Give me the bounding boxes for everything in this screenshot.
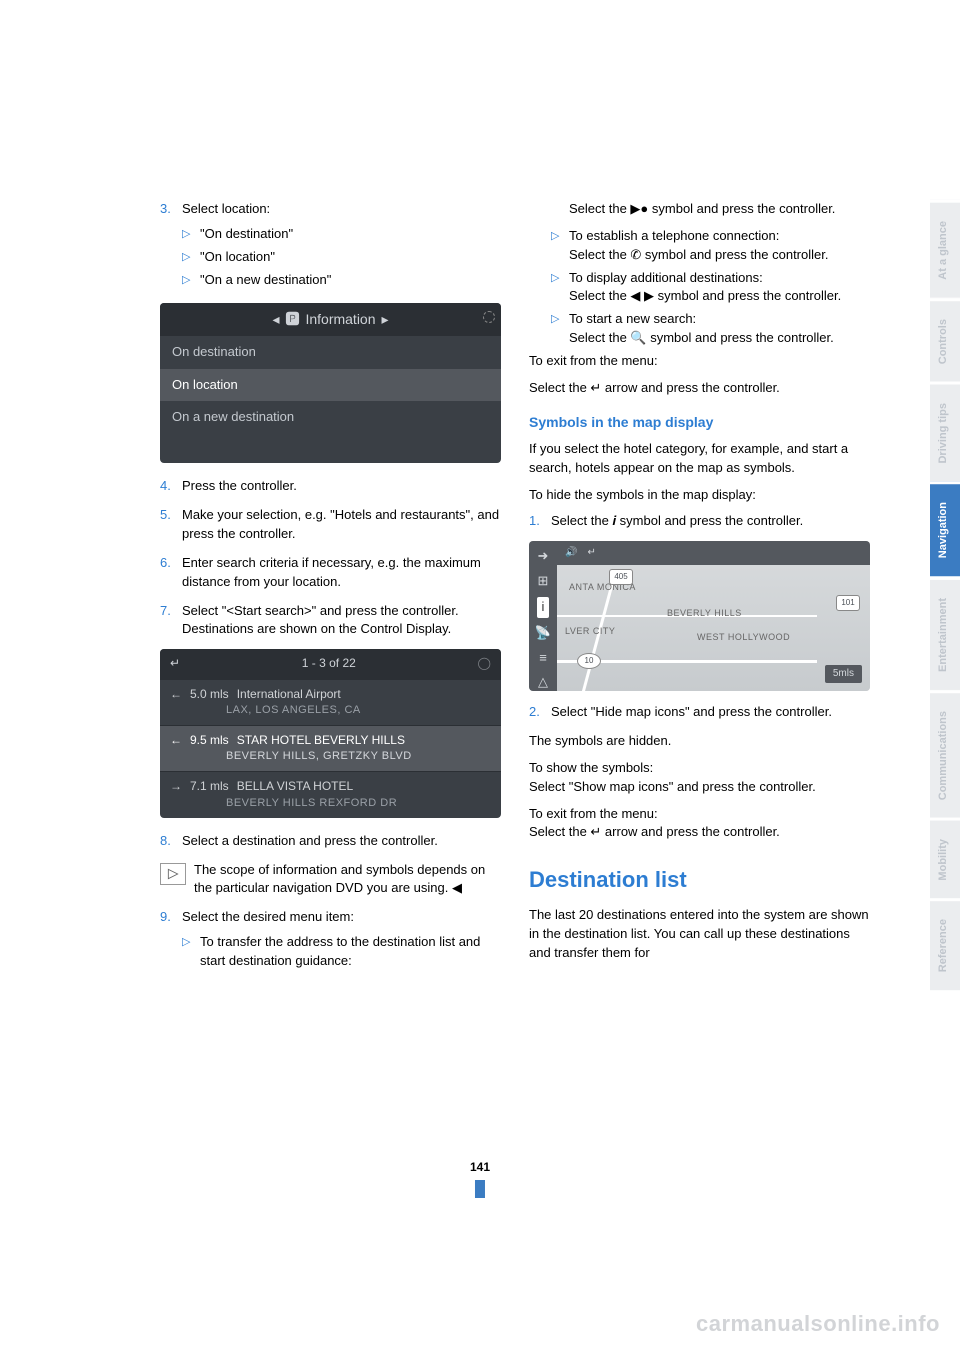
numbered-steps-right: 1.Select the 𝒊 symbol and press the cont… <box>529 512 870 531</box>
info-header: ◂ 🅿 Information ▸ <box>160 303 501 335</box>
info-note: The scope of information and symbols dep… <box>160 861 501 899</box>
info-row-highlighted: On location <box>160 369 501 402</box>
info-row: On destination <box>160 336 501 369</box>
screenshot-information-menu: ◂ 🅿 Information ▸ On destination On loca… <box>160 303 501 463</box>
right-column: Select the ▶● symbol and press the contr… <box>529 200 870 985</box>
tab-entertainment[interactable]: Entertainment <box>930 577 960 690</box>
sound-icon: 🔊 <box>565 546 577 561</box>
map-scale: 5mls <box>825 665 862 684</box>
list-item-highlighted: ←9.5 mlsSTAR HOTEL BEVERLY HILLS BEVERLY… <box>160 725 501 771</box>
numbered-steps-cont2: 8.Select a destination and press the con… <box>160 832 501 851</box>
map-toolbar: ➜ ⊞ i 📡 ≡ △ <box>529 541 557 691</box>
info-title: Information <box>305 309 375 329</box>
map-canvas: ANTA MONICA BEVERLY HILLS WEST HOLLYWOOD… <box>557 565 870 691</box>
end-marker-icon: ◀ <box>452 880 462 895</box>
compass-icon: ◯ <box>478 655 491 672</box>
list-header: ↵ 1 - 3 of 22 ◯ <box>160 649 501 678</box>
triangle-bullet: ▷ <box>182 225 200 244</box>
info-row: On a new destination <box>160 401 501 434</box>
map-topbar: 🔊 ↵ <box>557 541 870 565</box>
triangle-bullet: ▷ <box>182 248 200 267</box>
bullet-list: ▷To establish a telephone connection:Sel… <box>529 227 870 348</box>
tab-navigation[interactable]: Navigation <box>930 481 960 576</box>
step-number: 3. <box>160 200 182 293</box>
watermark: carmanualsonline.info <box>696 1308 940 1340</box>
info-icon: i <box>537 597 550 618</box>
step-3: 3. Select location: ▷"On destination" ▷"… <box>160 200 501 293</box>
back-icon: ↵ <box>587 546 595 561</box>
back-icon: ↵ <box>170 655 180 672</box>
subheading-symbols: Symbols in the map display <box>529 412 870 432</box>
zoom-icon: ⊞ <box>538 572 549 591</box>
numbered-steps-right-2: 2.Select "Hide map icons" and press the … <box>529 703 870 722</box>
tab-driving-tips[interactable]: Driving tips <box>930 382 960 482</box>
triangle-bullet: ▷ <box>182 933 200 971</box>
layers-icon: ≡ <box>539 649 547 668</box>
info-p-icon: 🅿 <box>285 309 299 329</box>
list-count: 1 - 3 of 22 <box>302 655 356 672</box>
list-item: →7.1 mlsBELLA VISTA HOTEL BEVERLY HILLS … <box>160 771 501 817</box>
section-heading-destination-list: Destination list <box>529 864 870 896</box>
caret-right-icon: ▸ <box>382 309 389 329</box>
tab-at-a-glance[interactable]: At a glance <box>930 200 960 298</box>
step-text: Select location: <box>182 201 270 216</box>
numbered-steps-cont3: 9. Select the desired menu item: ▷To tra… <box>160 908 501 975</box>
tab-mobility[interactable]: Mobility <box>930 818 960 899</box>
page-number: 141 <box>470 1159 490 1198</box>
tab-communications[interactable]: Communications <box>930 690 960 818</box>
continuation-text: Select the ▶● symbol and press the contr… <box>529 200 870 219</box>
screenshot-destination-list: ↵ 1 - 3 of 22 ◯ ←5.0 mlsInternational Ai… <box>160 649 501 817</box>
sat-icon: 📡 <box>535 624 551 643</box>
list-item: ←5.0 mlsInternational Airport LAX, LOS A… <box>160 679 501 725</box>
caret-left-icon: ◂ <box>272 309 279 329</box>
sub-list: ▷"On destination" ▷"On location" ▷"On a … <box>182 225 501 290</box>
screenshot-map: 🔊 ↵ ➜ ⊞ i 📡 ≡ △ ANTA MONICA BEVERLY HILL… <box>529 541 870 691</box>
tab-controls[interactable]: Controls <box>930 298 960 382</box>
note-icon <box>160 863 186 885</box>
compass-icon <box>483 311 495 323</box>
side-tabs: At a glance Controls Driving tips Naviga… <box>930 200 960 991</box>
warning-icon: △ <box>538 673 548 691</box>
triangle-bullet: ▷ <box>182 271 200 290</box>
numbered-steps-cont: 4.Press the controller. 5.Make your sele… <box>160 477 501 639</box>
arrow-icon: ➜ <box>538 547 549 566</box>
tab-reference[interactable]: Reference <box>930 898 960 990</box>
left-column: 3. Select location: ▷"On destination" ▷"… <box>160 200 501 985</box>
page-marker <box>475 1180 485 1198</box>
numbered-steps: 3. Select location: ▷"On destination" ▷"… <box>160 200 501 293</box>
